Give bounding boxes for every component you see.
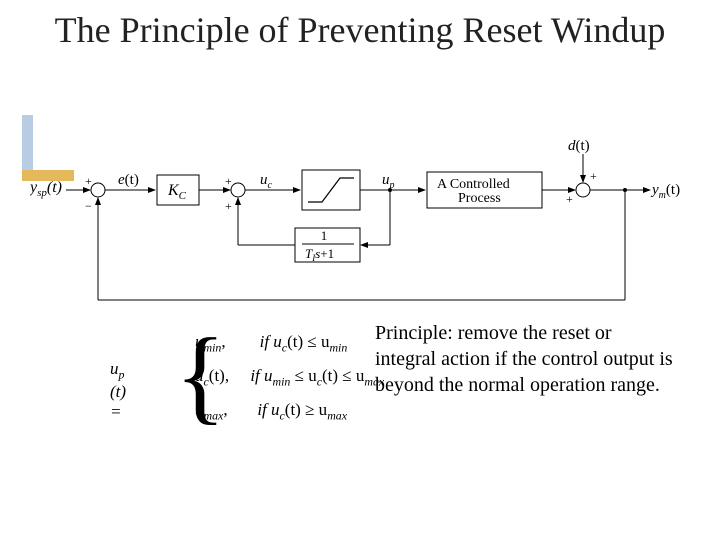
lbl-uc-sub: c bbox=[268, 180, 273, 191]
lbl-ym-sub: m bbox=[659, 190, 666, 201]
sum3-plus1: + bbox=[590, 169, 597, 183]
sum2-plus1: + bbox=[225, 174, 232, 188]
principle-text: Principle: remove the reset or integral … bbox=[375, 320, 675, 398]
svg-text:uc: uc bbox=[260, 172, 273, 191]
lbl-up: u bbox=[382, 172, 390, 188]
filter-p1: +1 bbox=[320, 246, 334, 261]
svg-text:ym(t): ym(t) bbox=[650, 182, 680, 201]
equation-cases: umin, if uc(t) ≤ umin uc(t), if umin ≤ u… bbox=[195, 325, 384, 427]
svg-text:ysp(t): ysp(t) bbox=[30, 179, 62, 199]
sum1-plus: + bbox=[85, 174, 92, 188]
lbl-dt: (t) bbox=[576, 140, 590, 154]
block-diagram: ysp(t) + − e(t) KC + + uc up A Controlle… bbox=[30, 140, 690, 310]
lbl-ysp-sub: sp bbox=[37, 187, 47, 199]
lbl-ysp-t: (t) bbox=[47, 179, 62, 196]
svg-text:KC: KC bbox=[167, 182, 187, 202]
svg-text:up: up bbox=[382, 172, 395, 191]
sum1-minus: − bbox=[85, 199, 92, 213]
lbl-ym-t: (t) bbox=[666, 182, 680, 198]
svg-text:e(t): e(t) bbox=[118, 172, 139, 188]
process-label: A Controlled Process bbox=[437, 177, 513, 206]
page-title: The Principle of Preventing Reset Windup bbox=[0, 10, 720, 51]
sum3-plus2: + bbox=[566, 192, 573, 206]
lbl-et: (t) bbox=[125, 172, 139, 188]
sum2-plus2: + bbox=[225, 199, 232, 213]
filter-num: 1 bbox=[321, 228, 328, 243]
svg-text:d(t): d(t) bbox=[568, 140, 590, 154]
kc-sub: C bbox=[179, 190, 187, 202]
lbl-ym: y bbox=[650, 182, 659, 198]
svg-text:TIs+1: TIs+1 bbox=[305, 246, 334, 263]
lbl-uc: u bbox=[260, 172, 268, 188]
